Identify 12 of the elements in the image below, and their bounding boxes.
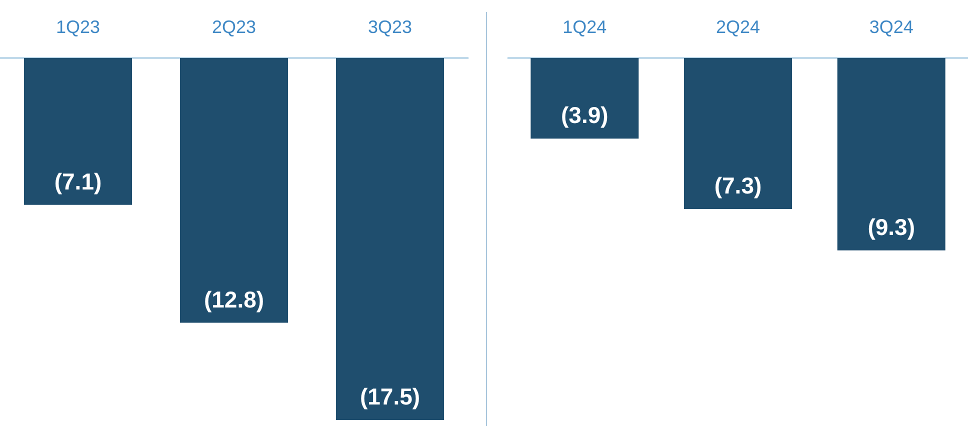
data-label: (17.5) — [360, 384, 420, 410]
x-tick-label: 3Q24 — [869, 17, 914, 37]
x-tick-label: 3Q23 — [368, 17, 412, 37]
x-tick-label: 1Q23 — [56, 17, 100, 37]
x-tick-label: 1Q24 — [562, 17, 607, 37]
data-label: (12.8) — [204, 286, 264, 312]
data-label: (3.9) — [561, 102, 608, 128]
x-tick-label: 2Q24 — [716, 17, 760, 37]
data-label: (7.1) — [54, 168, 102, 194]
data-label: (7.3) — [714, 172, 762, 199]
x-tick-label: 2Q23 — [212, 17, 256, 37]
data-label: (9.3) — [868, 214, 915, 240]
